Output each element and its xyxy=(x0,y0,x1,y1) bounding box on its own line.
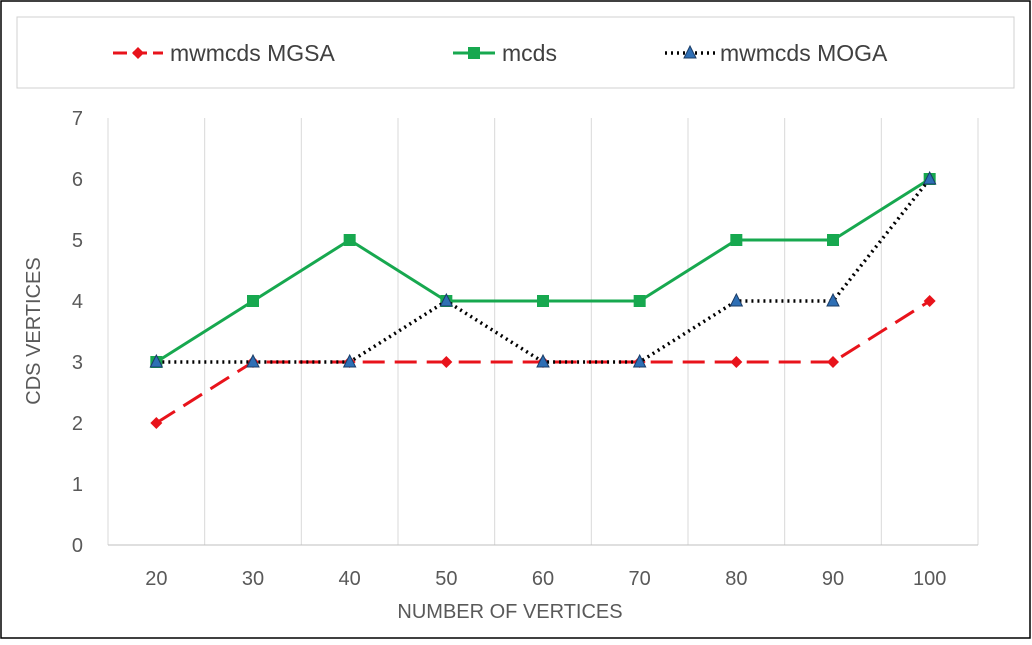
y-tick-label: 2 xyxy=(72,413,83,435)
y-tick-label: 0 xyxy=(72,535,83,557)
data-point-mwmcds-moga xyxy=(439,292,454,307)
data-point-mwmcds-moga xyxy=(149,353,164,368)
y-tick-label: 1 xyxy=(72,474,83,496)
data-point-mwmcds-mgsa xyxy=(150,417,163,429)
data-point-mwmcds-moga xyxy=(246,353,260,368)
legend-label: mwmcds MGSA xyxy=(170,40,336,66)
x-tick-label: 60 xyxy=(532,568,554,590)
legend-label: mcds xyxy=(502,40,557,66)
data-point-mwmcds-mgsa xyxy=(730,356,743,368)
data-point-mwmcds-mgsa xyxy=(923,295,936,307)
legend-label: mwmcds MOGA xyxy=(720,40,888,66)
data-point-mcds xyxy=(730,234,743,246)
data-point-mwmcds-moga xyxy=(342,353,357,368)
data-point-mwmcds-moga xyxy=(729,292,744,307)
data-point-mcds xyxy=(247,295,259,307)
y-tick-label: 3 xyxy=(72,352,83,374)
x-axis-title: NUMBER OF VERTICES xyxy=(397,601,622,623)
x-tick-label: 90 xyxy=(822,568,844,590)
data-point-mcds xyxy=(537,295,549,307)
x-tick-label: 40 xyxy=(339,568,361,590)
axes: 0 1 2 3 4 5 6 7 20 30 40 50 60 70 80 90 100 xyxy=(72,108,978,590)
legend: mwmcds MGSA mcds mwmcds MOGA xyxy=(113,40,888,66)
series-mwmcds-moga xyxy=(149,170,937,368)
y-tick-label: 5 xyxy=(72,230,83,252)
x-tick-label: 20 xyxy=(145,568,167,590)
y-axis-title: CDS VERTICES xyxy=(23,257,45,404)
legend-item-mwmcds-moga: mwmcds MOGA xyxy=(665,40,888,66)
legend-box xyxy=(16,16,1015,89)
y-tick-label: 7 xyxy=(72,108,83,130)
legend-item-mcds: mcds xyxy=(453,40,557,66)
legend-item-mwmcds-mgsa: mwmcds MGSA xyxy=(113,40,336,66)
x-tick-label: 100 xyxy=(913,568,946,590)
data-point-mcds xyxy=(633,295,646,307)
legend-marker xyxy=(468,47,480,59)
legend-marker xyxy=(683,44,697,59)
data-point-mwmcds-mgsa xyxy=(440,356,453,368)
series xyxy=(149,170,937,429)
data-point-mwmcds-moga xyxy=(632,353,647,368)
data-point-mwmcds-moga xyxy=(826,292,840,307)
data-point-mwmcds-moga xyxy=(922,170,937,185)
x-tick-label: 70 xyxy=(629,568,651,590)
data-point-mcds xyxy=(827,234,839,246)
x-tick-label: 30 xyxy=(242,568,264,590)
data-point-mcds xyxy=(343,234,356,246)
y-tick-label: 6 xyxy=(72,169,83,191)
y-tick-label: 4 xyxy=(72,291,83,313)
x-tick-label: 80 xyxy=(725,568,747,590)
x-tick-label: 50 xyxy=(435,568,457,590)
data-point-mwmcds-moga xyxy=(536,353,550,368)
data-point-mwmcds-mgsa xyxy=(827,356,839,368)
legend-marker xyxy=(132,47,144,59)
